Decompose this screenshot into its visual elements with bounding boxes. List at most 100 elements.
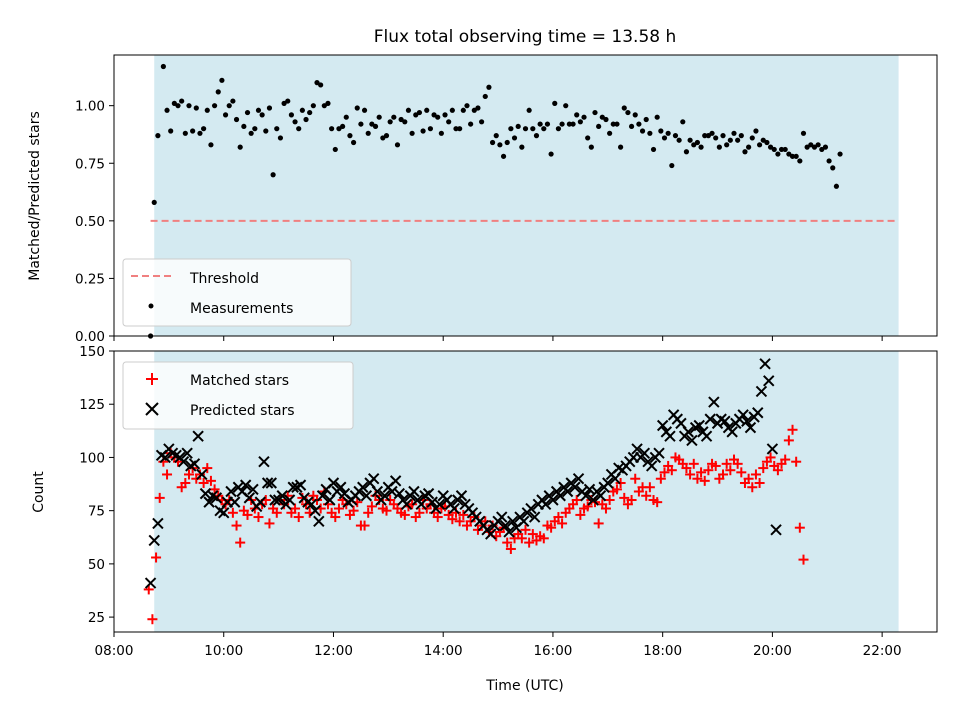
- predicted-star-point: [638, 447, 651, 459]
- matched-star-point: [750, 469, 761, 480]
- measurement-point: [318, 82, 324, 88]
- predicted-star-point: [386, 485, 398, 498]
- matched-star-point: [557, 518, 568, 529]
- matched-star-point: [202, 463, 213, 474]
- predicted-star-point: [276, 490, 288, 502]
- predicted-star-point: [152, 517, 164, 530]
- matched-star-point: [527, 529, 538, 540]
- matched-star-point: [242, 509, 253, 520]
- measurement-point: [299, 107, 305, 113]
- matched-star-point: [703, 465, 714, 476]
- legend-threshold-label: Threshold: [189, 271, 259, 287]
- measurement-point: [793, 153, 799, 159]
- measurement-point: [277, 135, 284, 141]
- matched-star-point: [227, 507, 238, 518]
- matched-star-point: [253, 512, 264, 523]
- matched-star-point: [718, 469, 729, 480]
- measurement-point: [211, 103, 218, 109]
- measurement-point: [446, 119, 452, 125]
- measurement-point: [650, 146, 657, 153]
- matched-star-point: [710, 460, 721, 471]
- predicted-star-point: [261, 477, 274, 489]
- measurement-point: [482, 93, 488, 100]
- top-ylabel: Matched/Predicted stars: [27, 111, 43, 281]
- bottom-xtick-label: 20:00: [753, 643, 792, 659]
- measurement-point: [182, 130, 188, 136]
- measurement-point: [574, 112, 580, 118]
- measurement-point: [731, 130, 737, 136]
- measurement-point: [826, 158, 832, 164]
- predicted-star-point: [287, 481, 299, 493]
- measurement-point: [292, 119, 298, 125]
- matched-star-point: [659, 467, 670, 478]
- bottom-plot-area: [143, 351, 899, 632]
- legend-measurements-swatch: [148, 303, 154, 309]
- legend-matched-swatch: [146, 373, 158, 385]
- measurement-point: [669, 162, 675, 169]
- measurement-point: [457, 126, 463, 132]
- measurement-point: [782, 146, 788, 153]
- predicted-star-point: [357, 481, 369, 493]
- measurement-point: [533, 133, 540, 139]
- measurement-point: [263, 128, 269, 134]
- predicted-star-point: [770, 524, 782, 536]
- measurement-point: [530, 126, 536, 132]
- measurement-point: [468, 121, 474, 127]
- matched-star-point: [619, 492, 630, 503]
- measurement-point: [354, 105, 360, 111]
- bottom-ytick-label: 75: [88, 504, 105, 520]
- predicted-star-point: [448, 502, 460, 515]
- measurement-point: [241, 123, 247, 130]
- measurement-point: [676, 137, 682, 143]
- measurement-point: [625, 109, 631, 116]
- measurement-point: [789, 153, 796, 159]
- measurement-point: [208, 142, 214, 148]
- predicted-star-point: [433, 498, 446, 510]
- measurement-point: [424, 107, 430, 113]
- predicted-star-point: [664, 430, 676, 442]
- predicted-star-point: [766, 443, 779, 455]
- measurement-point: [486, 84, 492, 90]
- matched-star-point: [198, 477, 209, 488]
- matched-star-point: [333, 503, 344, 514]
- measurement-point: [702, 133, 708, 139]
- matched-star-point: [655, 473, 666, 484]
- predicted-star-point: [313, 515, 325, 528]
- measurement-point: [830, 165, 836, 171]
- predicted-star-point: [547, 494, 559, 506]
- matched-star-point: [538, 533, 549, 544]
- measurement-point: [307, 109, 313, 116]
- matched-star-point: [414, 507, 425, 518]
- predicted-star-point: [686, 434, 698, 447]
- legend-matched-label: Matched stars: [190, 373, 289, 389]
- matched-star-point: [359, 520, 370, 531]
- predicted-star-point: [755, 385, 768, 398]
- matched-star-point: [194, 469, 205, 480]
- matched-star-point: [641, 490, 652, 501]
- bottom-ytick-label: 150: [79, 344, 105, 360]
- matched-star-point: [798, 554, 809, 565]
- matched-star-point: [626, 495, 637, 506]
- measurement-point: [713, 135, 719, 141]
- matched-star-point: [571, 495, 582, 506]
- matched-star-point: [666, 465, 677, 476]
- measurement-point: [639, 128, 646, 134]
- matched-star-point: [593, 518, 604, 529]
- predicted-star-point: [181, 447, 193, 459]
- matched-star-point: [685, 469, 696, 480]
- measurement-point: [647, 130, 653, 136]
- measurement-point: [581, 114, 587, 120]
- measurement-point: [347, 133, 353, 139]
- predicted-star-point: [239, 479, 252, 491]
- measurement-point: [376, 114, 382, 120]
- predicted-star-point: [719, 415, 731, 427]
- predicted-star-point: [496, 511, 508, 523]
- predicted-star-point: [210, 492, 223, 504]
- measurement-point: [186, 103, 192, 109]
- predicted-star-point: [700, 430, 713, 442]
- measurement-point: [244, 109, 251, 116]
- matched-star-point: [293, 512, 304, 523]
- measurement-point: [464, 103, 470, 109]
- measurement-point: [833, 183, 840, 189]
- predicted-star-point: [389, 475, 402, 487]
